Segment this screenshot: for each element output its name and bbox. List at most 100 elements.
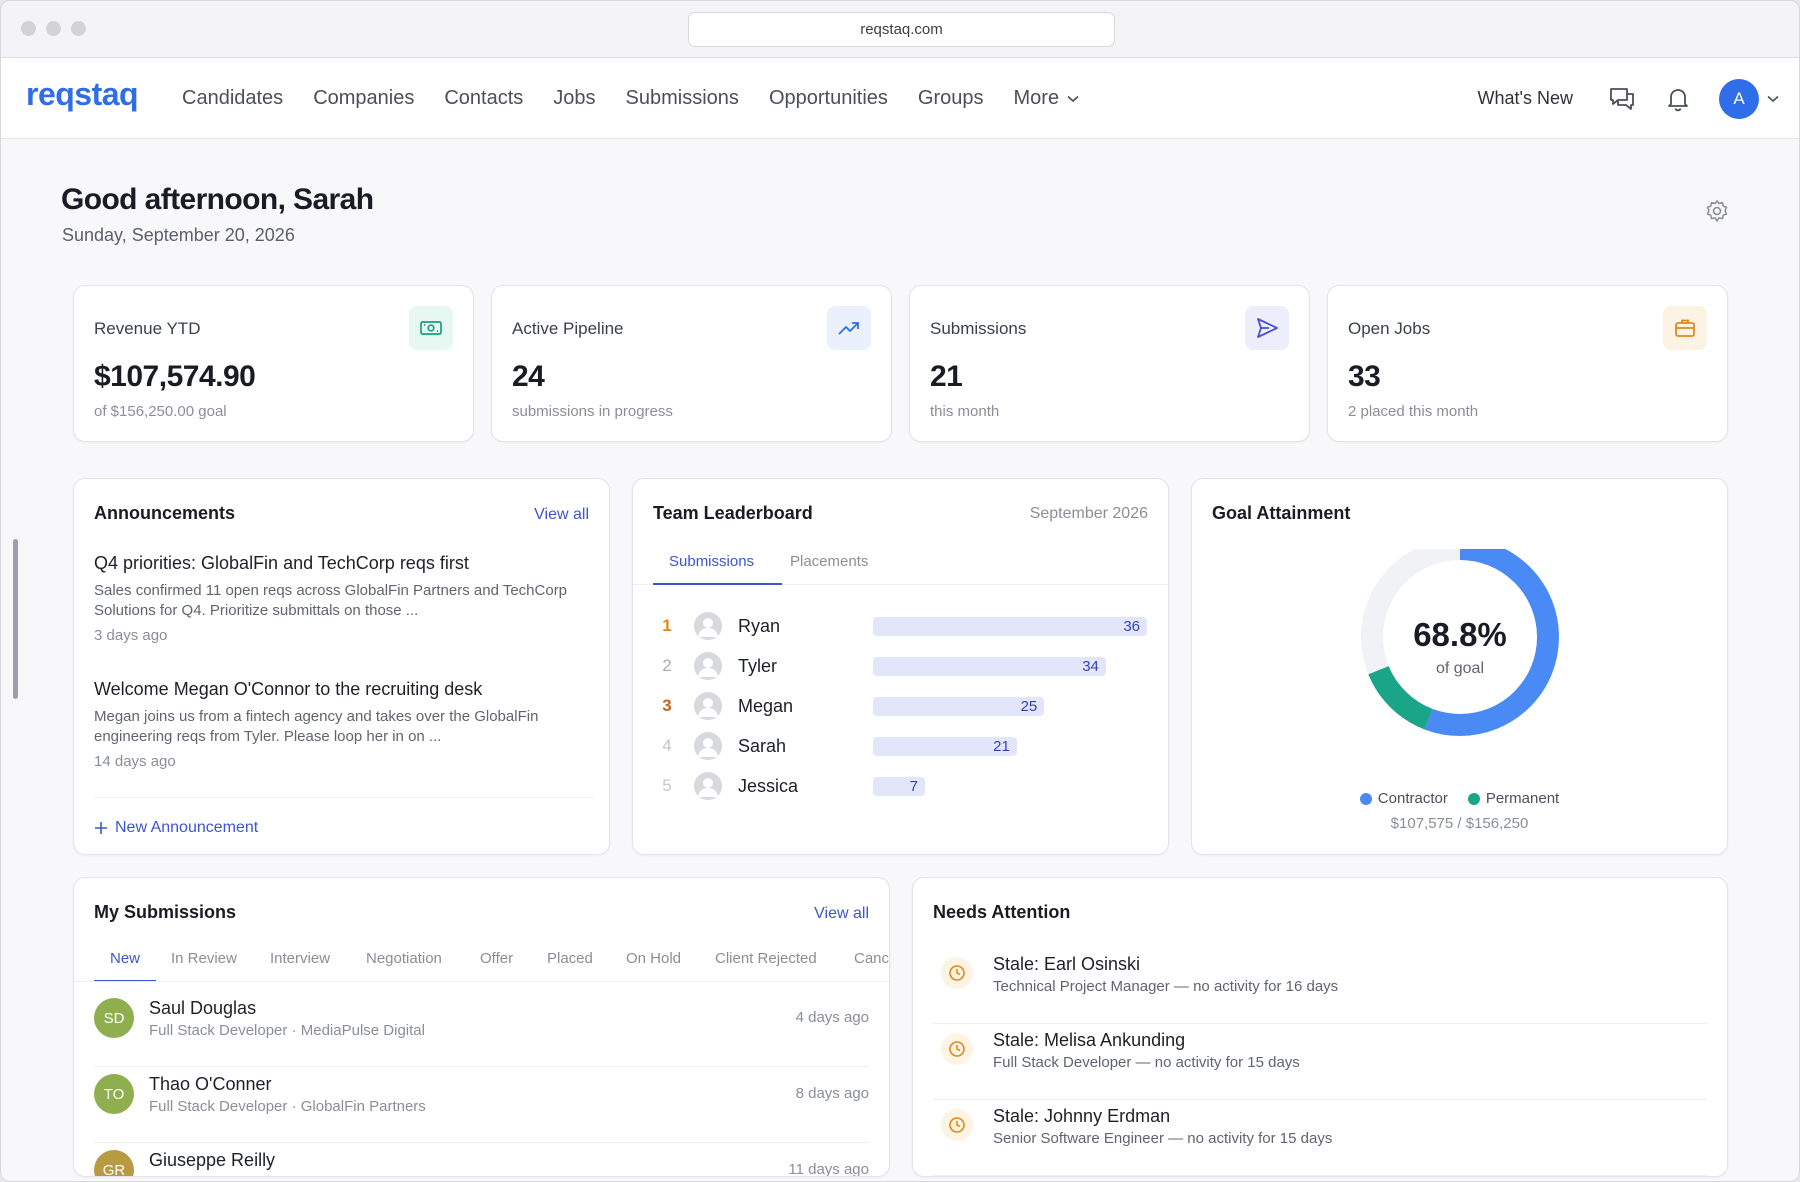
stat-title: Open Jobs: [1348, 319, 1431, 338]
candidate-meta: Full Stack Developer · GlobalFin Partner…: [149, 1098, 426, 1115]
stat-card-revenue[interactable]: Revenue YTD $107,574.90 of $156,250.00 g…: [73, 285, 474, 442]
leaderboard-rank: 2: [662, 656, 672, 675]
leaderboard-value: 36: [1123, 618, 1140, 635]
avatar: [694, 612, 722, 640]
my-submissions-title: My Submissions: [94, 902, 237, 922]
nav-contacts[interactable]: Contacts: [444, 87, 524, 109]
leaderboard-row[interactable]: 5 Jessica 7: [633, 766, 1168, 806]
avatar: GR: [94, 1150, 134, 1176]
trending-up-icon: [827, 306, 871, 350]
nav-submissions[interactable]: Submissions: [625, 87, 739, 109]
divider: [94, 1142, 869, 1143]
money-icon: [409, 306, 453, 350]
leaderboard-rank: 3: [662, 696, 672, 715]
stat-subtitle: submissions in progress: [512, 403, 673, 420]
leaderboard-rank: 1: [662, 616, 672, 635]
leaderboard-value: 25: [1020, 698, 1038, 715]
avatar: [694, 652, 722, 680]
nav-more[interactable]: More: [1014, 87, 1080, 110]
divider: [933, 1023, 1707, 1024]
attention-item[interactable]: Stale: Melisa Ankunding Full Stack Devel…: [933, 1024, 1707, 1100]
clock-icon: [941, 1109, 973, 1141]
candidate-name: Giuseppe Reilly: [149, 1150, 276, 1170]
submission-row[interactable]: TO Thao O'Conner Full Stack Developer · …: [94, 1067, 869, 1143]
stat-value: $107,574.90: [94, 360, 256, 393]
stat-card-submissions[interactable]: Submissions 21 this month: [909, 285, 1310, 442]
user-avatar[interactable]: A: [1719, 78, 1759, 119]
announcement-item[interactable]: Q4 priorities: GlobalFin and TechCorp re…: [94, 553, 594, 644]
leaderboard-row[interactable]: 4 Sarah 21: [633, 726, 1168, 766]
leaderboard-tabs: Submissions Placements: [633, 543, 1168, 585]
candidate-name: Saul Douglas: [149, 998, 257, 1018]
announcement-body: Sales confirmed 11 open reqs across Glob…: [94, 582, 568, 619]
maximize-window-button[interactable]: [71, 21, 86, 36]
leaderboard-rank: 5: [662, 776, 672, 795]
submission-time: 11 days ago: [788, 1161, 869, 1177]
submission-row[interactable]: GR Giuseppe Reilly 11 days ago: [94, 1143, 869, 1177]
bell-icon[interactable]: [1663, 84, 1693, 114]
tab-client-rejected[interactable]: Client Rejected: [715, 950, 817, 967]
leaderboard-title: Team Leaderboard: [653, 503, 813, 523]
candidate-company: GlobalFin Partners: [300, 1098, 426, 1115]
tab-new[interactable]: New: [110, 950, 141, 967]
stat-title: Submissions: [930, 319, 1027, 338]
needs-attention-card: Needs Attention Stale: Earl Osinski Tech…: [912, 877, 1728, 1177]
nav-groups[interactable]: Groups: [917, 87, 984, 109]
tab-placed[interactable]: Placed: [547, 950, 593, 967]
attention-title: Stale: Earl Osinski: [993, 954, 1141, 974]
nav-candidates[interactable]: Candidates: [182, 87, 284, 109]
url-text: reqstaq.com: [860, 21, 943, 38]
nav-opportunities[interactable]: Opportunities: [768, 87, 888, 109]
divider: [933, 1175, 1707, 1176]
legend-label: Contractor: [1377, 790, 1448, 807]
submission-row[interactable]: SD Saul Douglas Full Stack Developer · M…: [94, 991, 869, 1067]
app-logo[interactable]: reqstaq: [26, 76, 139, 112]
tab-offer[interactable]: Offer: [480, 950, 514, 967]
nav-links: Candidates Companies Contacts Jobs Submi…: [182, 58, 1109, 139]
scrollbar-thumb[interactable]: [13, 539, 18, 699]
nav-companies[interactable]: Companies: [313, 87, 415, 109]
briefcase-icon: [1663, 306, 1707, 350]
leaderboard-row[interactable]: 1 Ryan 36: [633, 606, 1168, 646]
tab-on-hold[interactable]: On Hold: [626, 950, 682, 967]
whats-new-link[interactable]: What's New: [1477, 88, 1573, 108]
clock-icon: [941, 957, 973, 989]
tab-interview[interactable]: Interview: [270, 950, 331, 967]
stat-card-pipeline[interactable]: Active Pipeline 24 submissions in progre…: [491, 285, 892, 442]
chevron-down-icon[interactable]: [1767, 95, 1779, 103]
announcement-item[interactable]: Welcome Megan O'Connor to the recruiting…: [94, 679, 594, 770]
chat-icon[interactable]: [1607, 84, 1637, 114]
attention-item[interactable]: Stale: Earl Osinski Technical Project Ma…: [933, 948, 1707, 1024]
tab-in-review[interactable]: In Review: [171, 950, 237, 967]
goal-percent-sub: of goal: [1436, 660, 1484, 677]
divider: [94, 1066, 869, 1067]
leaderboard-row[interactable]: 2 Tyler 34: [633, 646, 1168, 686]
candidate-name: Thao O'Conner: [149, 1074, 272, 1094]
leaderboard-bar: 34: [873, 657, 1106, 676]
active-tab-indicator: [653, 583, 782, 585]
current-date: Sunday, September 20, 2026: [62, 225, 295, 245]
minimize-window-button[interactable]: [46, 21, 61, 36]
candidate-company: MediaPulse Digital: [300, 1022, 425, 1039]
leaderboard-row[interactable]: 3 Megan 25: [633, 686, 1168, 726]
address-bar[interactable]: reqstaq.com: [688, 12, 1115, 47]
goal-amount: $107,575 / $156,250: [1390, 815, 1529, 832]
submission-status-tabs: New In Review Interview Negotiation Offe…: [74, 940, 889, 982]
nav-jobs[interactable]: Jobs: [553, 87, 596, 109]
leaderboard-value: 21: [993, 738, 1010, 755]
attention-item[interactable]: Stale: Johnny Erdman Senior Software Eng…: [933, 1100, 1707, 1176]
tab-submissions[interactable]: Submissions: [669, 553, 755, 570]
stat-card-open-jobs[interactable]: Open Jobs 33 2 placed this month: [1327, 285, 1728, 442]
close-window-button[interactable]: [21, 21, 36, 36]
my-submissions-view-all-link[interactable]: View all: [814, 905, 869, 922]
leaderboard-bar: 21: [873, 737, 1017, 756]
announcement-time: 14 days ago: [94, 753, 176, 770]
tab-cancelled[interactable]: Canc: [854, 950, 889, 967]
gear-icon[interactable]: [1704, 198, 1730, 224]
tab-placements[interactable]: Placements: [790, 553, 869, 570]
new-announcement-button[interactable]: New Announcement: [94, 819, 258, 837]
leaderboard-bar: 25: [873, 697, 1045, 716]
goal-attainment-card: Goal Attainment 68.8% of goal Contractor…: [1191, 478, 1728, 855]
announcements-view-all-link[interactable]: View all: [534, 506, 589, 523]
tab-negotiation[interactable]: Negotiation: [366, 950, 442, 967]
